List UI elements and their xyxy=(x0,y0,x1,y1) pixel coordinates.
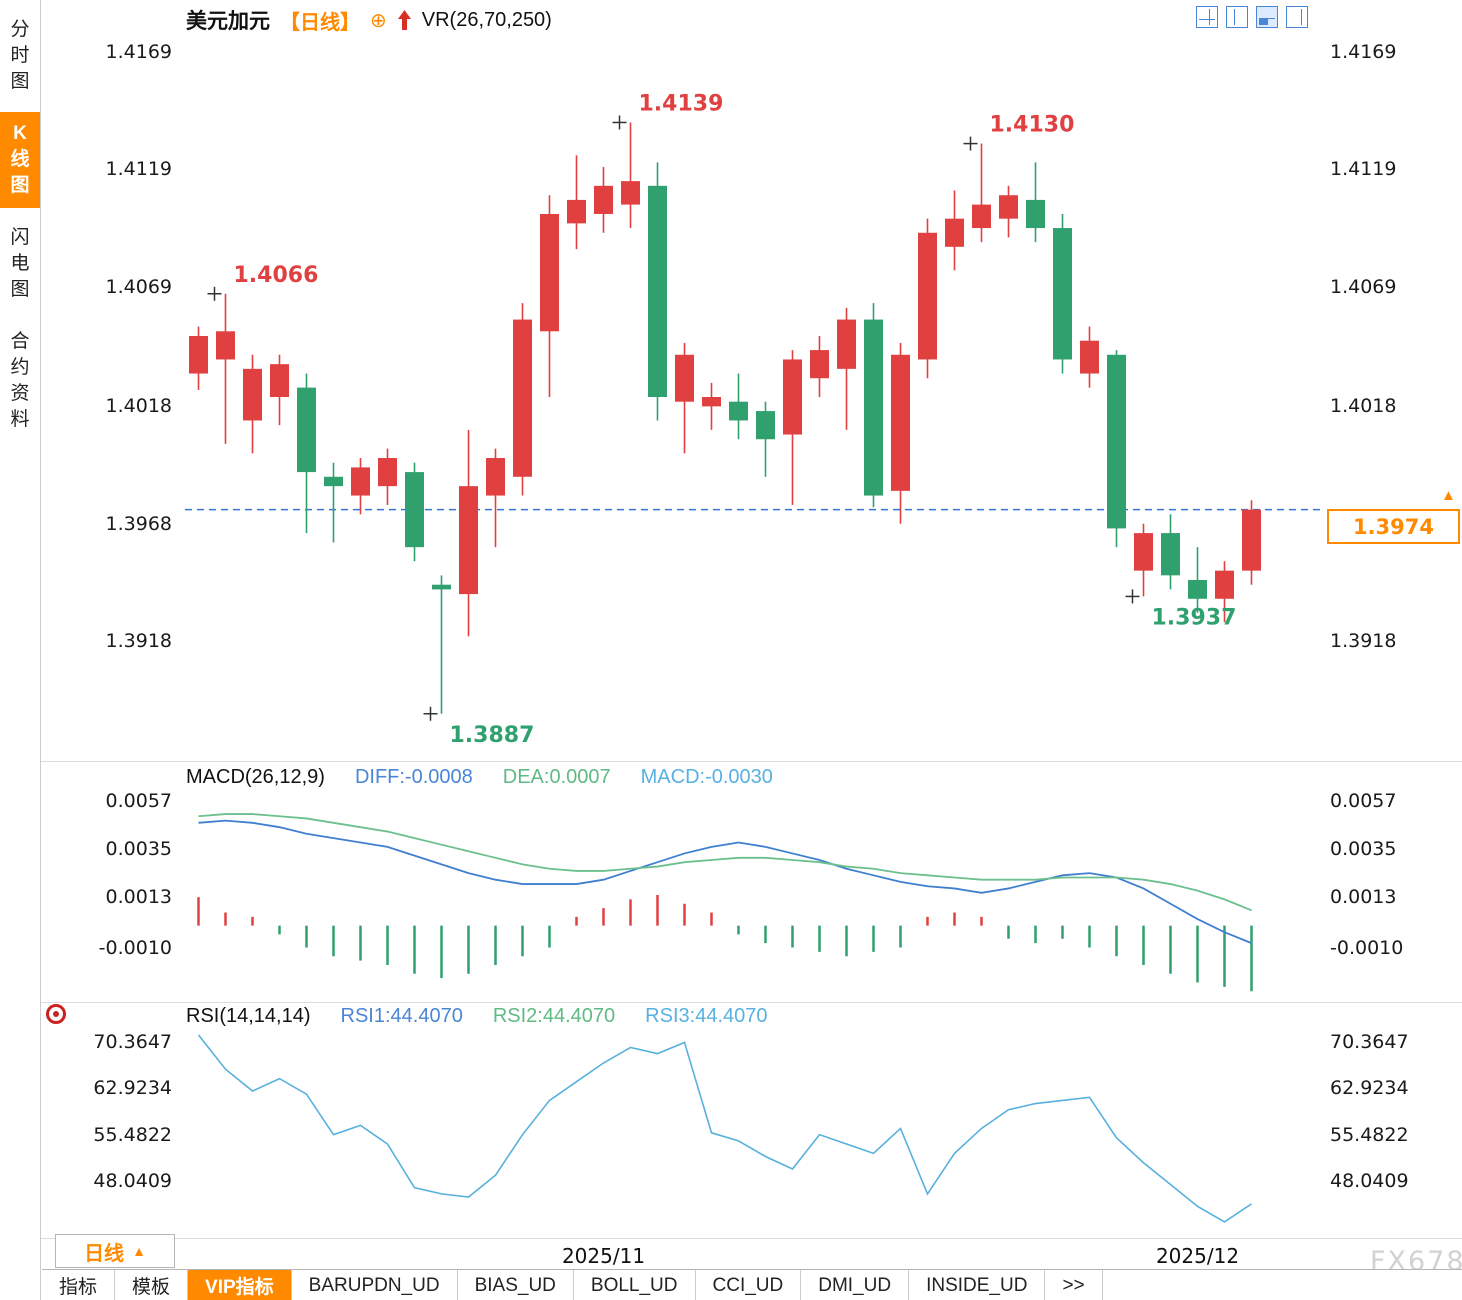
axis-tick-label: 0.0035 xyxy=(105,838,172,861)
axis-tick-label: -0.0010 xyxy=(98,936,172,959)
rsi-header: RSI(14,14,14) RSI1:44.4070 RSI2:44.4070 … xyxy=(186,1005,768,1028)
panel-separator xyxy=(41,1238,1462,1239)
axis-tick-label: 55.4822 xyxy=(93,1123,172,1146)
axis-tick-label: 55.4822 xyxy=(1330,1123,1409,1146)
axis-tick-label: 1.4018 xyxy=(1330,395,1397,418)
axis-tick-label: 1.3918 xyxy=(1330,630,1397,653)
macd-dea-value: DEA:0.0007 xyxy=(502,766,611,788)
period-selector[interactable]: 日线 ▲ xyxy=(55,1234,175,1268)
svg-text:1.3887: 1.3887 xyxy=(450,723,535,748)
tab-BIAS_UD[interactable]: BIAS_UD xyxy=(458,1270,574,1300)
axis-tick-label: 1.4069 xyxy=(105,275,172,298)
period-tag[interactable]: 【日线】 xyxy=(280,11,360,34)
tab-INSIDE_UD[interactable]: INSIDE_UD xyxy=(909,1270,1046,1300)
axis-tick-label: 62.9234 xyxy=(1330,1077,1409,1100)
axis-tick-label: 1.3968 xyxy=(105,512,172,535)
price-marker-arrow-icon: ▲ xyxy=(1441,487,1456,504)
axis-tick-label: 0.0057 xyxy=(1330,789,1397,812)
sidebar-item-K线图[interactable]: K 线 图 xyxy=(0,112,40,208)
axis-tick-label: 1.4018 xyxy=(105,395,172,418)
axis-tick-label: 0.0035 xyxy=(1330,838,1397,861)
svg-text:1.3937: 1.3937 xyxy=(1152,605,1237,630)
last-price-tag: 1.3974 xyxy=(1327,509,1460,544)
sidebar-item-分时图[interactable]: 分 时 图 xyxy=(10,19,30,92)
tab-模板[interactable]: 模板 xyxy=(115,1270,189,1300)
axis-tick-label: 1.4069 xyxy=(1330,275,1397,298)
period-selector-arrow-icon: ▲ xyxy=(132,1243,146,1259)
axis-tick-label: 48.0409 xyxy=(93,1170,172,1193)
axis-tick-label: 0.0057 xyxy=(105,789,172,812)
chart-header: 美元加元 【日线】 ⊕ VR(26,70,250) xyxy=(186,5,552,35)
right-split-layout-icon[interactable] xyxy=(1286,6,1308,28)
svg-text:1.4139: 1.4139 xyxy=(639,91,724,116)
x-axis-label: 2025/12 xyxy=(1155,1244,1240,1268)
axis-tick-label: 1.4169 xyxy=(105,41,172,64)
axis-tick-label: 70.3647 xyxy=(1330,1031,1409,1054)
macd-header: MACD(26,12,9) DIFF:-0.0008 DEA:0.0007 MA… xyxy=(186,766,773,789)
macd-diff-value: DIFF:-0.0008 xyxy=(354,766,473,788)
quad-layout-icon[interactable] xyxy=(1196,6,1218,28)
macd-value: MACD:-0.0030 xyxy=(640,766,773,788)
tab-BOLL_UD[interactable]: BOLL_UD xyxy=(574,1270,696,1300)
rsi-title: RSI(14,14,14) xyxy=(186,1005,311,1027)
sidebar-item-合约资料[interactable]: 合 约 资 料 xyxy=(10,331,30,430)
tab-CCI_UD[interactable]: CCI_UD xyxy=(696,1270,802,1300)
axis-tick-label: 0.0013 xyxy=(105,886,172,909)
tab-BARUPDN_UD[interactable]: BARUPDN_UD xyxy=(292,1270,458,1300)
panel-separator xyxy=(41,1002,1462,1003)
tab-指标[interactable]: 指标 xyxy=(42,1270,116,1300)
axis-tick-label: 1.4169 xyxy=(1330,41,1397,64)
add-indicator-icon[interactable]: ⊕ xyxy=(370,9,387,32)
x-axis-label: 2025/11 xyxy=(561,1244,646,1268)
axis-tick-label: -0.0010 xyxy=(1330,936,1404,959)
axis-tick-label: 1.4119 xyxy=(105,158,172,181)
svg-text:1.4130: 1.4130 xyxy=(990,113,1075,138)
indicator-tab-bar: 指标 模板 VIP指标 BARUPDN_UD BIAS_UD BOLL_UD CCI_UD D… xyxy=(42,1269,1462,1300)
rsi1-value: RSI1:44.4070 xyxy=(340,1005,463,1027)
tab->>[interactable]: >> xyxy=(1045,1270,1103,1300)
tab-DMI_UD[interactable]: DMI_UD xyxy=(801,1270,910,1300)
indicator-settings-icon[interactable] xyxy=(46,1004,66,1024)
panel-separator xyxy=(41,761,1462,762)
rsi2-value: RSI2:44.4070 xyxy=(492,1005,616,1027)
rsi3-value: RSI3:44.4070 xyxy=(645,1005,768,1027)
sidebar-item-闪电图[interactable]: 闪 电 图 xyxy=(10,227,30,300)
svg-text:1.4066: 1.4066 xyxy=(234,263,319,288)
macd-title: MACD(26,12,9) xyxy=(186,766,325,788)
axis-tick-label: 0.0013 xyxy=(1330,886,1397,909)
axis-tick-label: 48.0409 xyxy=(1330,1170,1409,1193)
up-arrow-icon xyxy=(397,9,412,31)
left-split-layout-icon[interactable] xyxy=(1226,6,1248,28)
bottom-split-layout-icon[interactable] xyxy=(1256,6,1278,28)
axis-tick-label: 1.3918 xyxy=(105,630,172,653)
vr-indicator-label[interactable]: VR(26,70,250) xyxy=(421,8,552,31)
tab-VIP指标[interactable]: VIP指标 xyxy=(188,1270,292,1300)
chart-layout-toolbar xyxy=(1196,6,1308,28)
left-sidebar: 分 时 图 K 线 图闪 电 图合 约 资 料 xyxy=(0,0,41,1300)
symbol-title: 美元加元 xyxy=(186,10,270,33)
axis-tick-label: 1.4119 xyxy=(1330,158,1397,181)
axis-tick-label: 62.9234 xyxy=(93,1077,172,1100)
period-selector-label: 日线 xyxy=(84,1242,125,1265)
axis-tick-label: 70.3647 xyxy=(93,1031,172,1054)
